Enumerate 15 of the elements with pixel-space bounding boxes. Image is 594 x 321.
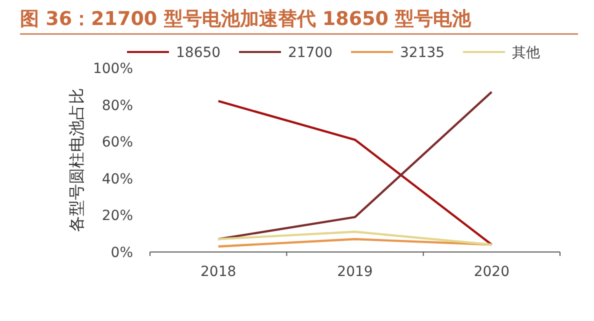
y-axis-title: 各型号圆柱电池占比 — [67, 88, 86, 232]
title: 图 36：21700 型号电池加速替代 18650 型号电池 — [20, 8, 472, 30]
y-tick-label: 80% — [102, 98, 133, 114]
legend-label: 其他 — [512, 45, 540, 61]
y-tick-label: 0% — [110, 245, 133, 261]
x-tick-label: 2019 — [337, 264, 373, 280]
y-tick-label: 100% — [92, 61, 133, 77]
y-tick-label: 20% — [102, 208, 133, 224]
legend-label: 18650 — [176, 45, 221, 61]
y-tick-label: 60% — [102, 134, 133, 151]
y-tick-label: 40% — [102, 171, 133, 188]
legend-label: 32135 — [400, 45, 445, 61]
x-tick-label: 2020 — [474, 264, 510, 280]
legend-label: 21700 — [288, 45, 333, 61]
x-tick-label: 2018 — [200, 264, 236, 280]
